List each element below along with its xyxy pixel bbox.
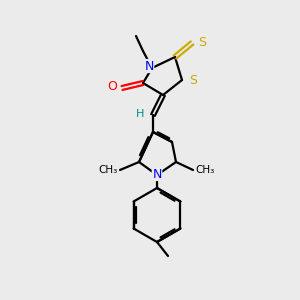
Text: N: N: [144, 59, 154, 73]
Text: S: S: [198, 35, 206, 49]
Text: CH₃: CH₃: [99, 165, 118, 175]
Text: H: H: [136, 109, 144, 119]
Text: S: S: [189, 74, 197, 88]
Text: O: O: [107, 80, 117, 94]
Text: CH₃: CH₃: [195, 165, 214, 175]
Text: N: N: [152, 167, 162, 181]
